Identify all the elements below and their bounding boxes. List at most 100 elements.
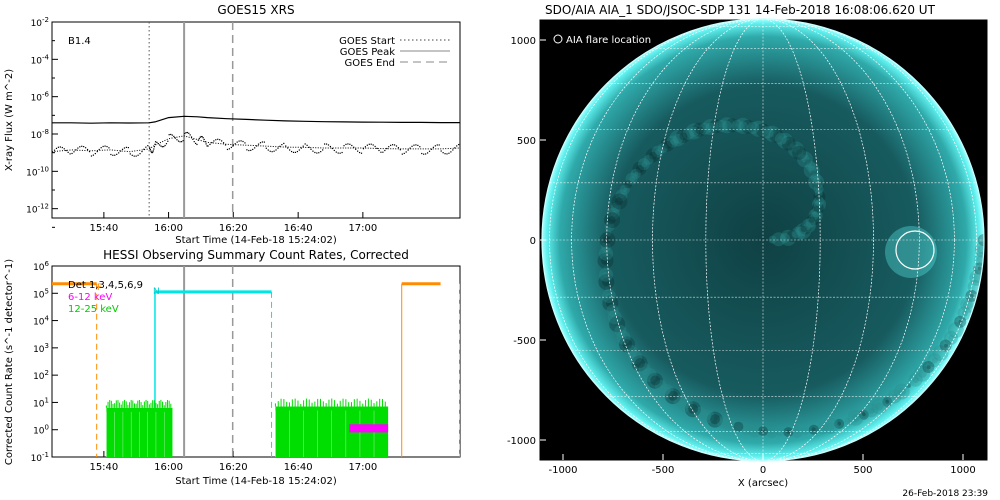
- solar-texture-blob: [619, 184, 630, 195]
- goes-short-point: [154, 143, 156, 145]
- goes-short-point: [96, 150, 98, 153]
- aia-flare-location-circle: [895, 230, 935, 270]
- goes-short-point: [104, 145, 106, 147]
- goes-short-point: [137, 154, 139, 156]
- solar-texture-blob: [912, 377, 919, 384]
- goes-series: [52, 115, 460, 157]
- goes-short-point: [224, 144, 227, 146]
- solar-texture-blob: [808, 424, 819, 435]
- goes-x-ticks: 15:40 16:00 16:20 16:40 17:00: [89, 212, 377, 234]
- goes-short-point: [250, 149, 252, 151]
- solar-texture-blob: [797, 151, 813, 168]
- solar-texture-blob: [663, 140, 672, 149]
- goes-short-point: [397, 147, 400, 149]
- active-region-glow: [885, 226, 937, 278]
- goes-short-point: [407, 149, 409, 151]
- goes-short-point: [436, 144, 438, 146]
- solar-texture-blob: [622, 339, 633, 350]
- goes-short-point: [98, 148, 100, 151]
- goes-short-point: [360, 152, 363, 154]
- goes-short-point: [149, 148, 151, 151]
- goes-short-point: [116, 153, 118, 155]
- goes-short-point: [366, 144, 368, 146]
- solar-texture-blob: [908, 372, 923, 387]
- solar-texture-blob: [810, 212, 819, 220]
- solar-texture-blob: [603, 265, 608, 270]
- goes-short-point: [83, 146, 85, 148]
- goes-short-point: [312, 150, 314, 152]
- solar-texture-blob: [611, 193, 628, 210]
- goes-short-point: [261, 141, 264, 143]
- solar-texture-blob: [669, 130, 686, 147]
- goes-short-point: [221, 140, 223, 142]
- aia-y-tick-label: 1000: [511, 36, 536, 47]
- solar-texture-blob: [654, 379, 667, 392]
- goes-panel: GOES15 XRS 10-2 10-4 10-6 10-8 10-10 10-12 15…: [4, 3, 461, 246]
- goes-short-point: [182, 140, 184, 142]
- solar-texture-blob: [600, 241, 611, 252]
- goes-short-point: [189, 134, 191, 136]
- goes-short-point: [392, 144, 394, 146]
- solar-texture-blob: [659, 384, 674, 399]
- solar-texture-blob: [599, 267, 613, 282]
- solar-texture-blob: [738, 121, 748, 132]
- goes-short-point: [314, 151, 316, 154]
- goes-short-point: [176, 139, 178, 141]
- solar-texture-blob: [761, 126, 774, 139]
- goes-short-point: [302, 145, 304, 147]
- solar-texture-blob: [676, 128, 691, 143]
- solar-texture-blob: [745, 123, 751, 129]
- solar-texture-blob: [807, 164, 812, 169]
- goes-short-point: [145, 146, 147, 148]
- solar-texture-blob: [808, 208, 823, 223]
- solar-texture-blob: [961, 310, 968, 317]
- hessi-x-tick-label: 15:40: [89, 462, 118, 473]
- goes-short-point: [53, 149, 56, 151]
- solar-texture-blob: [750, 425, 759, 434]
- solar-texture-blob: [958, 319, 963, 324]
- solar-texture-blob: [796, 226, 807, 237]
- solar-texture-blob: [792, 145, 807, 160]
- solar-texture-blob: [609, 316, 626, 333]
- goes-short-point: [275, 149, 277, 151]
- solar-texture-blob: [805, 160, 816, 171]
- solar-texture-blob: [932, 345, 949, 362]
- solar-texture-blob: [779, 136, 783, 140]
- solar-texture-blob: [735, 123, 740, 128]
- hessi-magenta-block: [349, 424, 389, 433]
- solar-texture-blob: [666, 135, 679, 148]
- goes-short-point: [163, 145, 165, 148]
- solar-texture-blob: [963, 299, 973, 310]
- goes-short-point: [157, 143, 159, 145]
- solar-texture-blob: [811, 207, 822, 218]
- solar-texture-blob: [948, 335, 955, 341]
- goes-short-point: [197, 139, 199, 141]
- solar-texture-blob: [810, 170, 817, 177]
- solar-texture-blob: [688, 403, 699, 414]
- goes-short-point: [177, 140, 180, 142]
- hessi-x-tick-label: 16:20: [219, 462, 248, 473]
- solar-texture-blob: [786, 230, 799, 243]
- goes-short-point: [156, 141, 158, 144]
- goes-short-point: [110, 153, 112, 156]
- hessi-flag-f: F: [97, 283, 102, 293]
- solar-texture-blob: [629, 176, 636, 182]
- solar-texture-blob: [788, 141, 804, 158]
- solar-texture-blob: [726, 420, 735, 429]
- goes-short-point: [234, 143, 236, 145]
- heliographic-grid: [542, 19, 984, 461]
- goes-short-point: [184, 132, 186, 135]
- hessi-legend-det: Det 1,3,4,5,6,9: [68, 280, 143, 291]
- goes-short-point: [450, 151, 452, 153]
- goes-short-point: [135, 155, 137, 157]
- goes-short-point: [294, 151, 297, 153]
- solar-texture-blob: [783, 427, 794, 438]
- solar-texture-blob: [960, 296, 977, 313]
- solar-texture-blob: [756, 123, 770, 138]
- goes-x-tick-label: 16:40: [284, 223, 313, 234]
- solar-texture-blob: [809, 216, 815, 223]
- solar-texture-blob: [636, 165, 644, 173]
- hessi-y-tick-label: 104: [33, 315, 49, 328]
- solar-texture-blob: [706, 411, 723, 428]
- goes-series-short: [52, 135, 460, 153]
